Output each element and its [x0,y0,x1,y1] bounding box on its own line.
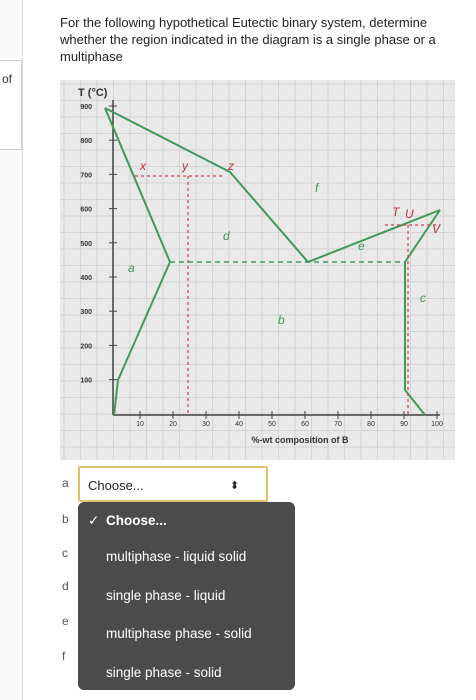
region-label: a [128,261,135,275]
x-tick-label: 20 [169,421,177,428]
x-tick-label: 70 [334,421,342,428]
select-box[interactable]: Choose... ⬍ [78,466,268,502]
check-mark: ✓ [88,513,100,528]
dropdown-option[interactable]: Choose... [106,513,167,528]
region-label: e [358,239,365,253]
region-label: U [405,207,414,221]
x-tick-label: 90 [400,421,408,428]
paper [60,80,455,460]
y-tick-label: 800 [80,138,92,145]
dropdown-menu: ✓ Choose... multiphase - liquid solid sing… [78,502,295,690]
x-tick-label: 40 [235,421,243,428]
y-tick-label: 600 [80,207,92,214]
x-axis-title: %-wt composition of B [252,435,349,445]
dropdown-option[interactable]: multiphase - liquid solid [106,549,247,564]
region-label: d [223,229,230,243]
y-tick-label: 700 [80,172,92,179]
sidebar-text: of [2,72,13,86]
item-label: a [62,476,69,490]
dropdown-option[interactable]: multiphase phase - solid [106,626,252,641]
item-label: d [62,579,69,593]
alpha-solidus [104,107,172,416]
y-tick-label: 500 [80,241,92,248]
phase-diagram: T (°C) 900 800 700 600 500 400 300 200 100 10 20 30 4… [60,80,455,460]
x-tick-label: 100 [431,421,443,428]
y-tick-label: 200 [80,343,92,350]
item-label: e [62,614,69,628]
region-label: V [432,222,441,236]
sidebar: of [0,0,22,700]
select-arrow: ⬍ [230,480,240,492]
y-tick-label: 900 [80,104,92,111]
x-tick-label: 10 [136,421,144,428]
region-label: x [139,159,147,173]
item-label: f [62,649,66,663]
item-label: c [62,546,68,560]
x-tick-label: 60 [301,421,309,428]
region-label: c [420,291,426,305]
region-label: T [392,205,401,219]
x-tick-label: 30 [202,421,210,428]
y-tick-label: 400 [80,275,92,282]
question-text: For the following hypothetical Eutectic … [60,15,436,64]
dropdown-option[interactable]: single phase - solid [106,665,222,680]
dropdown-option[interactable]: single phase - liquid [106,588,226,603]
select-placeholder: Choose... [88,478,144,493]
x-tick-label: 80 [367,421,375,428]
item-label: b [62,512,69,526]
x-tick-label: 50 [268,421,276,428]
region-label: f [315,181,320,195]
sidebar-box [0,60,22,150]
region-label: y [181,159,189,173]
y-axis-title: T (°C) [78,87,108,99]
y-tick-label: 300 [80,309,92,316]
liquidus-line [104,107,441,264]
region-label: b [278,313,285,327]
y-tick-label: 100 [80,378,92,385]
beta-solidus [404,209,441,416]
region-label: z [227,159,234,173]
